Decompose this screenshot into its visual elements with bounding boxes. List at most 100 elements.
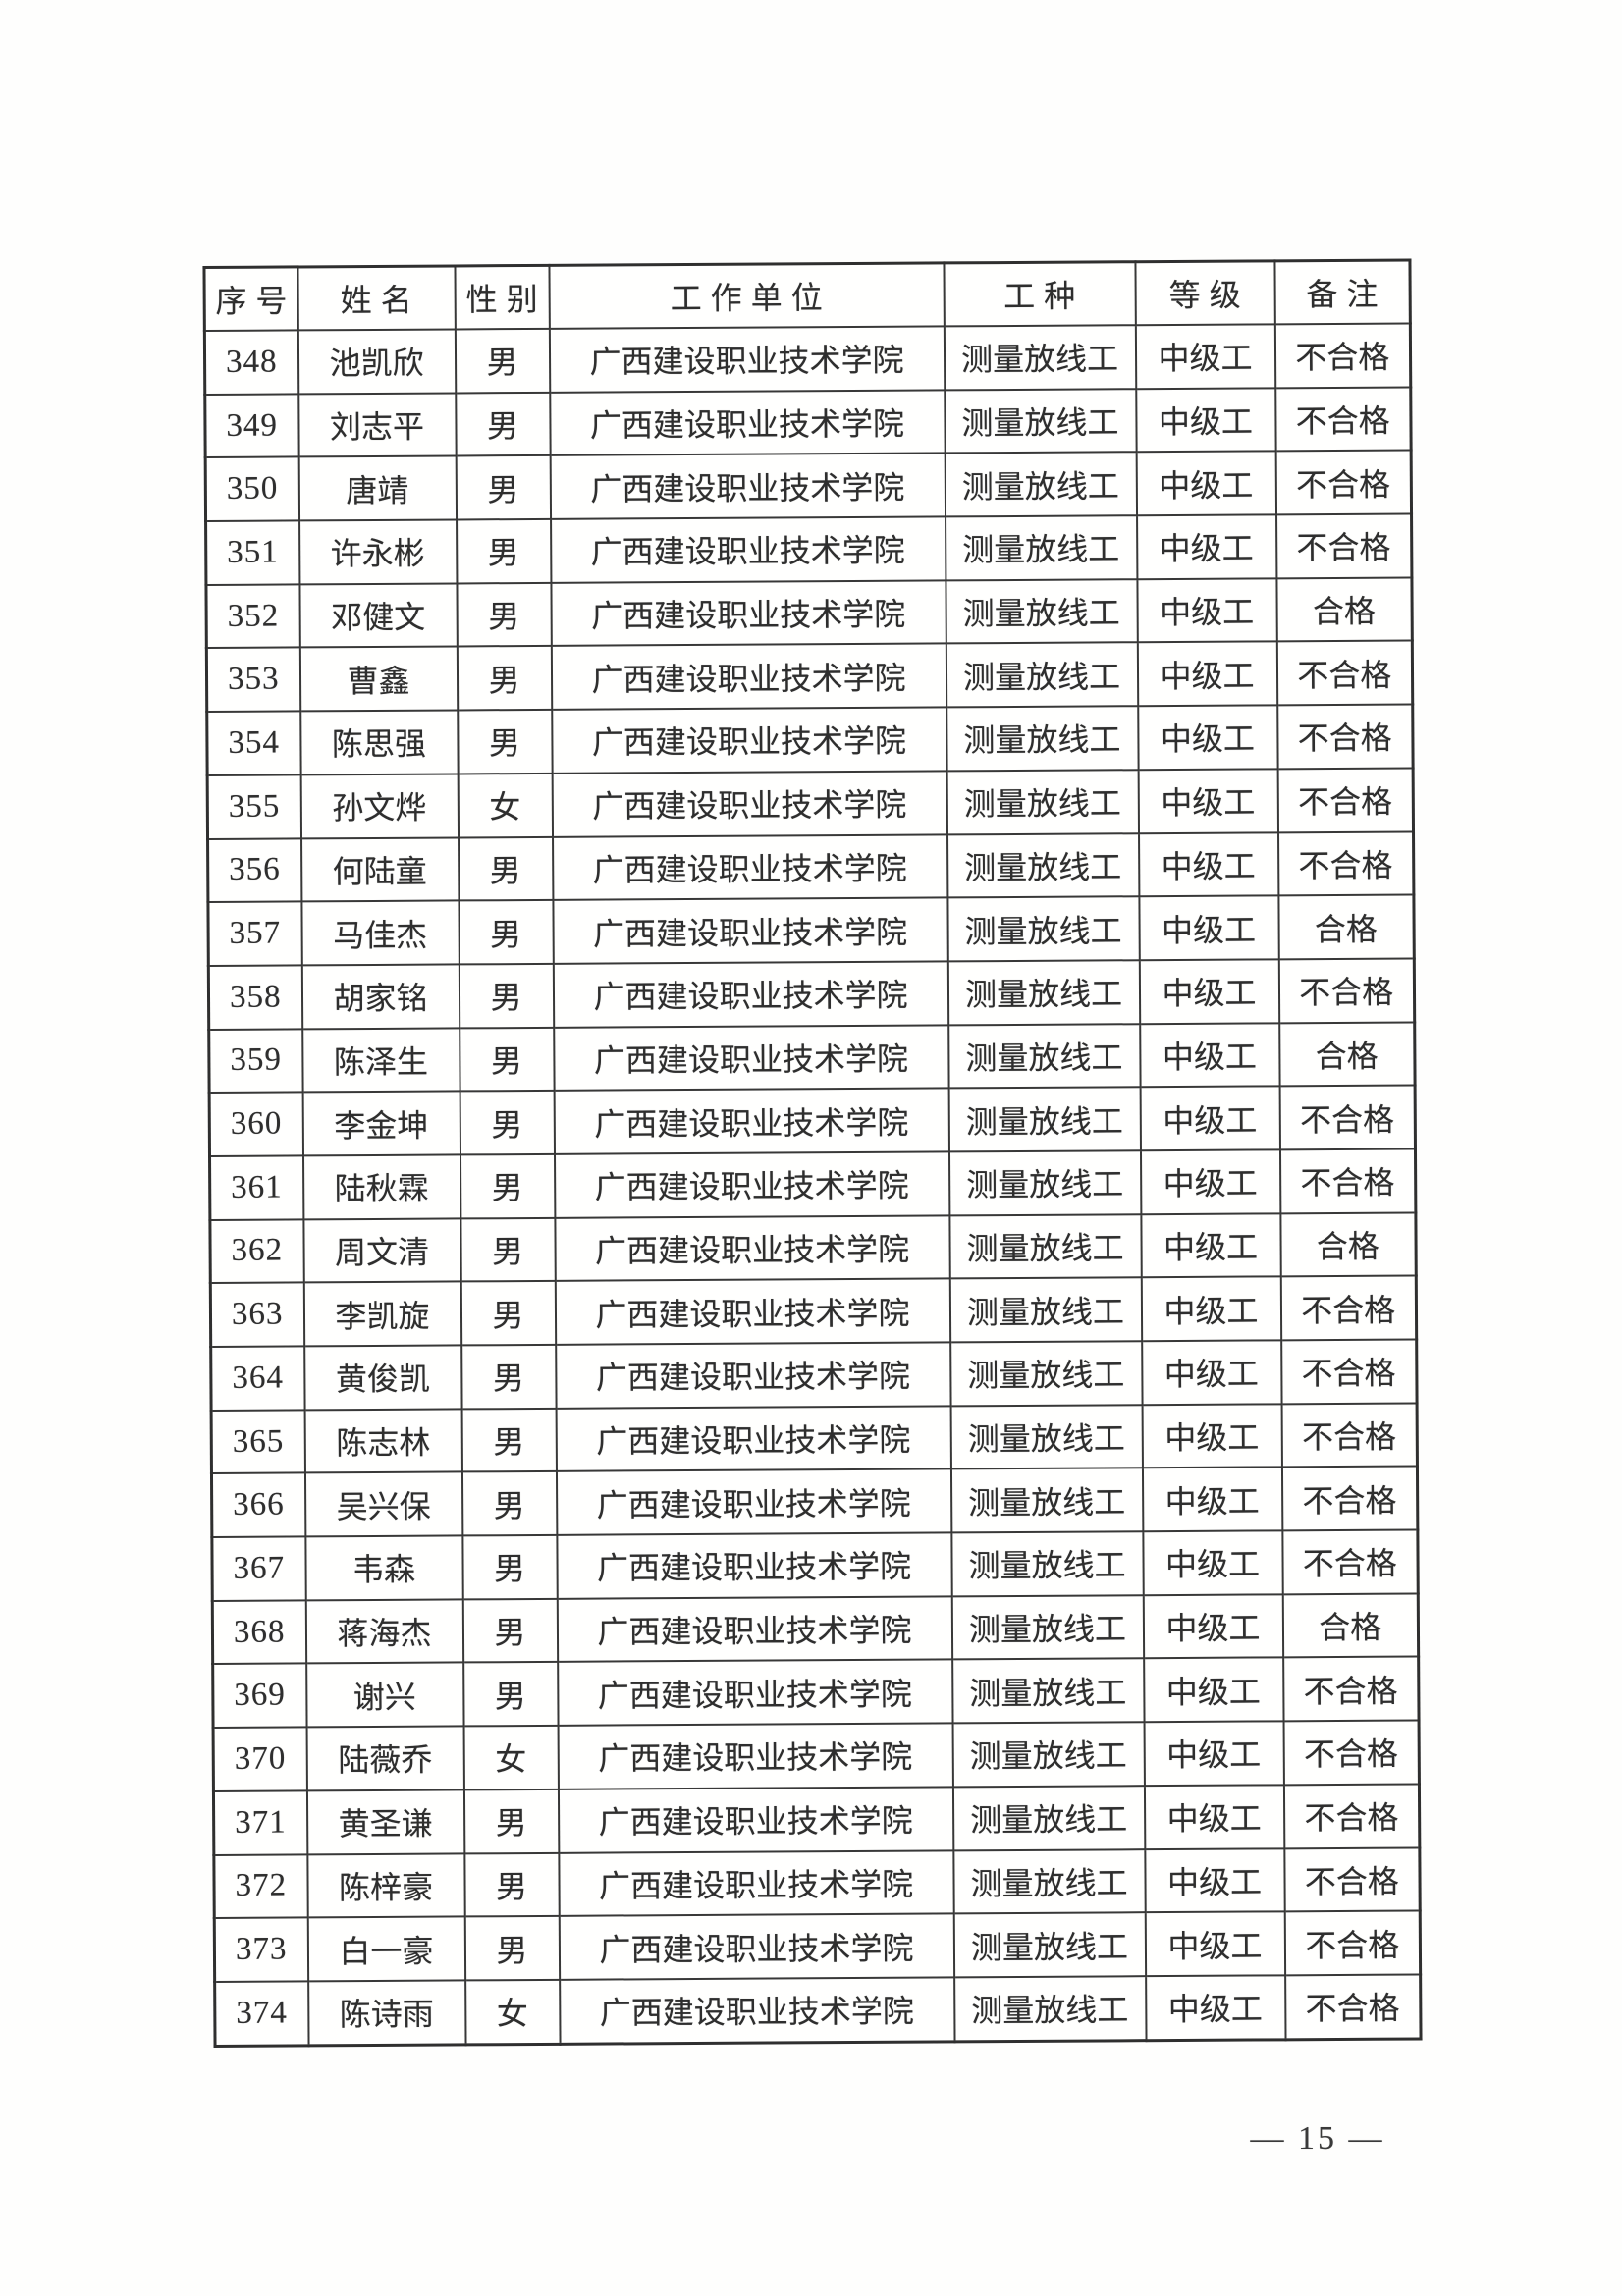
cell-job: 测量放线工 bbox=[946, 896, 1140, 962]
cell-level: 中级工 bbox=[1142, 1530, 1283, 1595]
cell-no: 356 bbox=[207, 837, 301, 903]
cell-job: 测量放线工 bbox=[950, 1468, 1143, 1533]
cell-name: 刘志平 bbox=[297, 393, 457, 457]
table-row: 368 蒋海杰男广西建设职业技术学院 测量放线工 中级工 合格 bbox=[212, 1593, 1419, 1665]
cell-no: 348 bbox=[204, 330, 298, 395]
cell-unit: 广西建设职业技术学院 bbox=[553, 1024, 949, 1092]
table-row: 367 韦森男广西建设职业技术学院 测量放线工 中级工 不合格 bbox=[211, 1529, 1419, 1601]
cell-name: 曹鑫 bbox=[299, 646, 458, 712]
col-header-serial: 序号 bbox=[203, 266, 298, 332]
cell-unit: 广西建设职业技术学院 bbox=[559, 1977, 955, 2044]
cell-job: 测量放线工 bbox=[951, 1594, 1144, 1660]
cell-name: 陈梓豪 bbox=[306, 1852, 465, 1918]
cell-no: 349 bbox=[204, 394, 299, 458]
cell-remark: 合格 bbox=[1277, 894, 1415, 960]
cell-no: 357 bbox=[207, 901, 302, 966]
cell-unit: 广西建设职业技术学院 bbox=[557, 1659, 953, 1726]
cell-name: 白一豪 bbox=[307, 1916, 465, 1982]
table-row: 363 李凯旋男广西建设职业技术学院 测量放线工 中级工 不合格 bbox=[210, 1275, 1417, 1347]
header-row: 序号 姓名 性别 工作单位 工种 等级 备注 bbox=[203, 260, 1411, 332]
cell-name: 池凯欣 bbox=[297, 329, 456, 395]
cell-job: 测量放线工 bbox=[949, 1341, 1143, 1407]
cell-name: 陈志林 bbox=[304, 1409, 462, 1473]
cell-unit: 广西建设职业技术学院 bbox=[552, 833, 947, 901]
cell-name: 许永彬 bbox=[298, 519, 457, 585]
cell-unit: 广西建设职业技术学院 bbox=[552, 897, 948, 964]
table-header: 序号 姓名 性别 工作单位 工种 等级 备注 bbox=[203, 260, 1411, 332]
cell-unit: 广西建设职业技术学院 bbox=[550, 453, 946, 519]
cell-name: 孙文烨 bbox=[300, 774, 459, 838]
cell-remark: 不合格 bbox=[1276, 640, 1413, 706]
cell-no: 366 bbox=[211, 1472, 305, 1538]
cell-remark: 不合格 bbox=[1279, 1148, 1416, 1213]
cell-level: 中级工 bbox=[1138, 895, 1279, 961]
cell-no: 372 bbox=[213, 1853, 308, 1919]
col-header-level: 等级 bbox=[1134, 260, 1275, 326]
cell-no: 370 bbox=[213, 1727, 307, 1791]
cell-unit: 广西建设职业技术学院 bbox=[556, 1468, 951, 1535]
cell-name: 陈思强 bbox=[299, 710, 459, 775]
cell-job: 测量放线工 bbox=[948, 1213, 1142, 1279]
cell-name: 谢兴 bbox=[305, 1662, 464, 1728]
cell-job: 测量放线工 bbox=[947, 960, 1140, 1025]
cell-no: 360 bbox=[209, 1092, 303, 1156]
cell-name: 周文清 bbox=[302, 1218, 461, 1283]
cell-level: 中级工 bbox=[1142, 1467, 1282, 1532]
cell-no: 368 bbox=[212, 1600, 306, 1665]
cell-remark: 不合格 bbox=[1279, 1085, 1416, 1150]
cell-remark: 不合格 bbox=[1280, 1275, 1417, 1341]
cell-name: 吴兴保 bbox=[304, 1471, 462, 1537]
cell-no: 351 bbox=[205, 520, 299, 585]
cell-level: 中级工 bbox=[1136, 451, 1276, 516]
certification-results-table: 序号 姓名 性别 工作单位 工种 等级 备注 348 池凯欣男广西建设职业技术学院… bbox=[202, 258, 1423, 2048]
table-row: 370 陆薇乔女广西建设职业技术学院 测量放线工 中级工 不合格 bbox=[213, 1720, 1420, 1791]
cell-unit: 广西建设职业技术学院 bbox=[550, 580, 946, 647]
cell-gender: 男 bbox=[460, 1153, 555, 1219]
cell-remark: 不合格 bbox=[1283, 1846, 1421, 1912]
cell-name: 黄圣谦 bbox=[306, 1789, 464, 1854]
cell-job: 测量放线工 bbox=[945, 578, 1138, 644]
table-row: 356 何陆童男广西建设职业技术学院 测量放线工 中级工 不合格 bbox=[207, 831, 1414, 903]
cell-gender: 男 bbox=[464, 1916, 560, 1981]
cell-job: 测量放线工 bbox=[946, 642, 1138, 708]
cell-job: 测量放线工 bbox=[946, 832, 1139, 898]
cell-remark: 不合格 bbox=[1275, 450, 1412, 515]
cell-job: 测量放线工 bbox=[944, 388, 1137, 454]
cell-job: 测量放线工 bbox=[952, 1848, 1146, 1914]
cell-gender: 男 bbox=[460, 1344, 557, 1410]
cell-level: 中级工 bbox=[1142, 1404, 1282, 1468]
table-row: 357 马佳杰男广西建设职业技术学院 测量放线工 中级工 合格 bbox=[207, 894, 1415, 966]
cell-remark: 不合格 bbox=[1282, 1656, 1420, 1722]
cell-no: 355 bbox=[207, 774, 301, 839]
cell-level: 中级工 bbox=[1140, 1212, 1281, 1278]
cell-no: 362 bbox=[209, 1219, 304, 1284]
cell-gender: 男 bbox=[460, 1281, 556, 1346]
cell-gender: 男 bbox=[455, 392, 551, 456]
table-row: 348 池凯欣男广西建设职业技术学院 测量放线工 中级工 不合格 bbox=[204, 323, 1411, 395]
cell-gender: 男 bbox=[459, 963, 554, 1029]
cell-name: 陆薇乔 bbox=[306, 1726, 464, 1791]
cell-unit: 广西建设职业技术学院 bbox=[556, 1406, 951, 1472]
cell-job: 测量放线工 bbox=[948, 1150, 1141, 1216]
cell-job: 测量放线工 bbox=[953, 1976, 1147, 2042]
cell-level: 中级工 bbox=[1135, 324, 1275, 389]
cell-job: 测量放线工 bbox=[945, 452, 1137, 517]
cell-gender: 男 bbox=[461, 1471, 557, 1536]
cell-no: 359 bbox=[208, 1028, 303, 1094]
table-row: 354 陈思强男广西建设职业技术学院 测量放线工 中级工 不合格 bbox=[206, 704, 1414, 775]
cell-gender: 男 bbox=[463, 1852, 560, 1917]
table-row: 351 许永彬男广西建设职业技术学院 测量放线工 中级工 不合格 bbox=[205, 513, 1412, 585]
cell-unit: 广西建设职业技术学院 bbox=[556, 1532, 952, 1599]
cell-level: 中级工 bbox=[1141, 1340, 1282, 1405]
cell-remark: 合格 bbox=[1282, 1593, 1419, 1658]
cell-gender: 男 bbox=[458, 900, 554, 965]
cell-gender: 女 bbox=[463, 1725, 559, 1790]
cell-job: 测量放线工 bbox=[952, 1786, 1145, 1850]
cell-remark: 不合格 bbox=[1274, 387, 1412, 452]
cell-gender: 男 bbox=[457, 709, 553, 774]
page-number: — 15 — bbox=[1250, 2120, 1385, 2157]
col-header-unit: 工作单位 bbox=[548, 262, 945, 329]
cell-level: 中级工 bbox=[1138, 831, 1278, 897]
table-row: 361 陆秋霖男广西建设职业技术学院 测量放线工 中级工 不合格 bbox=[209, 1148, 1416, 1220]
cell-job: 测量放线工 bbox=[950, 1404, 1143, 1469]
